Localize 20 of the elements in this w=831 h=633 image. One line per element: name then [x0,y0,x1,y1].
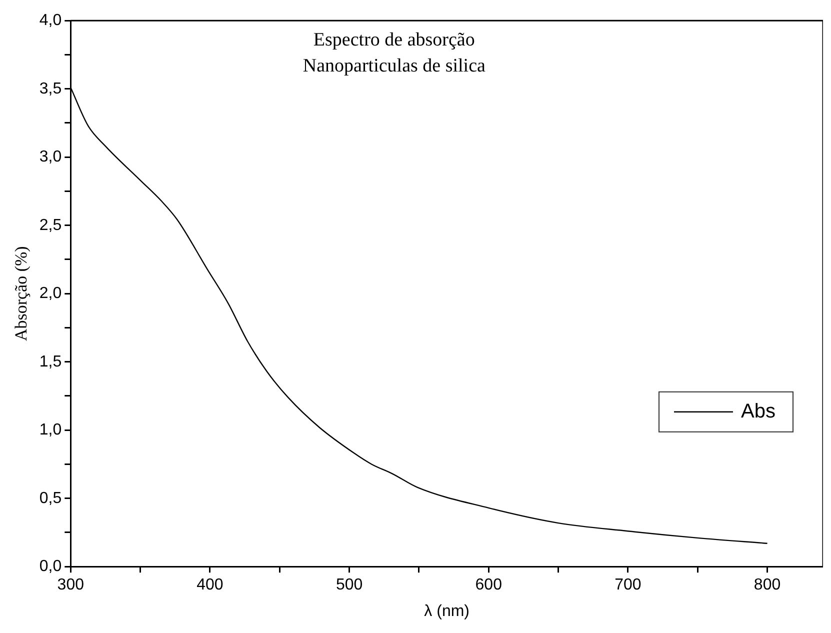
x-tick-label: 500 [336,576,363,594]
x-tick-label: 300 [57,576,84,594]
y-tick-label: 2,5 [39,216,62,234]
x-axis-title: λ (nm) [424,602,470,620]
x-tick-label: 600 [475,576,502,594]
y-tick-label: 4,0 [39,12,62,30]
y-tick-label: 2,0 [39,285,62,302]
x-tick-label: 800 [754,576,781,594]
y-tick-label: 1,0 [39,422,62,439]
y-tick-label: 1,5 [39,353,62,370]
y-tick-label: 0,5 [39,490,62,507]
y-axis-title: Absorção (%) [12,246,31,342]
legend-label: Abs [741,400,776,422]
y-tick-label: 0,0 [39,558,62,576]
y-tick-label: 3,5 [39,80,62,98]
text: Espectro de absorção [313,30,475,51]
x-tick-label: 400 [196,576,224,594]
x-tick-label: 700 [614,576,642,594]
y-tick-label: 3,0 [39,148,62,166]
text: Nanoparticulas de silica [302,56,486,77]
